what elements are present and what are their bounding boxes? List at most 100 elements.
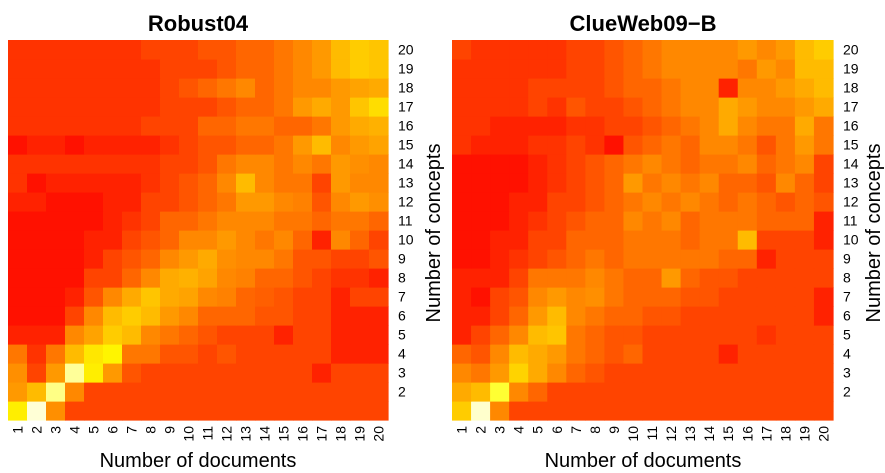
heatmap-cell <box>236 325 256 345</box>
heatmap-cell <box>217 401 237 421</box>
heatmap-cell <box>642 154 663 174</box>
y-tick-label: 10 <box>398 232 414 248</box>
heatmap-cell <box>103 382 123 402</box>
heatmap-cell <box>737 382 758 402</box>
heatmap-cell <box>8 135 28 155</box>
heatmap-cell <box>585 116 605 136</box>
heatmap-cell <box>756 40 777 60</box>
heatmap-cell <box>490 249 510 269</box>
heatmap-cell <box>274 59 294 79</box>
heatmap-cell <box>509 192 529 212</box>
heatmap-cell <box>509 230 529 250</box>
heatmap-cell <box>547 192 567 212</box>
heatmap-cell <box>794 249 815 269</box>
heatmap-cell <box>312 268 332 288</box>
heatmap-cell <box>623 230 644 250</box>
heatmap-cell <box>160 230 180 250</box>
heatmap-cell <box>528 173 548 193</box>
heatmap-cell <box>312 116 332 136</box>
heatmap-cell <box>198 135 218 155</box>
heatmap-cell <box>65 78 85 98</box>
heatmap-cell <box>122 97 142 117</box>
heatmap-cell <box>331 116 351 136</box>
heatmap-cell <box>528 230 548 250</box>
heatmap-cell <box>813 344 834 364</box>
heatmap-cell <box>490 78 510 98</box>
heatmap-cell <box>547 154 567 174</box>
heatmap-cell <box>122 135 142 155</box>
heatmap-cell <box>623 401 644 421</box>
heatmap-cell <box>217 287 237 307</box>
heatmap-cell <box>718 401 739 421</box>
heatmap-cell <box>642 325 663 345</box>
heatmap-cell <box>179 325 199 345</box>
x-tick-label: 18 <box>333 426 349 442</box>
x-tick-label: 19 <box>352 426 368 442</box>
heatmap-cell <box>160 135 180 155</box>
heatmap-cell <box>604 97 625 117</box>
heatmap-cell <box>274 344 294 364</box>
heatmap-cell <box>509 401 529 421</box>
heatmap-cell <box>661 192 682 212</box>
heatmap-cell <box>103 230 123 250</box>
heatmap-cell <box>84 249 104 269</box>
x-tick-label: 8 <box>587 426 603 434</box>
heatmap-cell <box>236 59 256 79</box>
y-tick-label: 15 <box>398 137 414 153</box>
heatmap-cell <box>775 344 796 364</box>
heatmap-cell <box>547 249 567 269</box>
heatmap-cell <box>312 306 332 326</box>
heatmap-cell <box>369 97 389 117</box>
heatmap-cell <box>198 97 218 117</box>
heatmap-cell <box>547 306 567 326</box>
heatmap-cell <box>350 306 370 326</box>
heatmap-cell <box>699 268 720 288</box>
heatmap-cell <box>331 97 351 117</box>
heatmap-cell <box>293 40 313 60</box>
heatmap-cell <box>293 344 313 364</box>
heatmap-cell <box>490 97 510 117</box>
y-tick-label: 3 <box>398 365 406 381</box>
heatmap-cell <box>718 192 739 212</box>
heatmap-cell <box>312 40 332 60</box>
heatmap-cell <box>274 135 294 155</box>
heatmap-cell <box>255 382 275 402</box>
heatmap-cell <box>198 116 218 136</box>
heatmap-cell <box>8 401 28 421</box>
heatmap-cell <box>775 97 796 117</box>
heatmap-cell <box>756 401 777 421</box>
heatmap-cell <box>547 401 567 421</box>
heatmap-cell <box>737 192 758 212</box>
heatmap-cell <box>661 78 682 98</box>
heatmap-cell <box>661 59 682 79</box>
heatmap-cell <box>293 363 313 383</box>
heatmap-cell <box>8 192 28 212</box>
x-tick-label: 3 <box>48 426 64 434</box>
heatmap-cell <box>775 211 796 231</box>
heatmap-cell <box>255 135 275 155</box>
y-tick-label: 18 <box>843 80 859 96</box>
heatmap-cell <box>756 268 777 288</box>
heatmap-cell <box>255 173 275 193</box>
y-tick-label: 10 <box>843 232 859 248</box>
heatmap-cell <box>160 78 180 98</box>
heatmap-cell <box>8 116 28 136</box>
heatmap-cell <box>217 268 237 288</box>
heatmap-cell <box>623 306 644 326</box>
heatmap-cell <box>198 306 218 326</box>
x-tick-label: 15 <box>720 426 736 442</box>
heatmap-cell <box>680 401 701 421</box>
heatmap-cell <box>122 401 142 421</box>
heatmap-cell <box>179 97 199 117</box>
heatmap-cell <box>198 363 218 383</box>
heatmap-cell <box>642 287 663 307</box>
heatmap-cell <box>642 306 663 326</box>
heatmap-cell <box>452 325 472 345</box>
heatmap-cell <box>46 306 66 326</box>
heatmap-cell <box>350 363 370 383</box>
heatmap-cell <box>737 135 758 155</box>
heatmap-cell <box>471 249 491 269</box>
heatmap-cell <box>737 173 758 193</box>
heatmap-cell <box>794 287 815 307</box>
heatmap-cell <box>794 268 815 288</box>
